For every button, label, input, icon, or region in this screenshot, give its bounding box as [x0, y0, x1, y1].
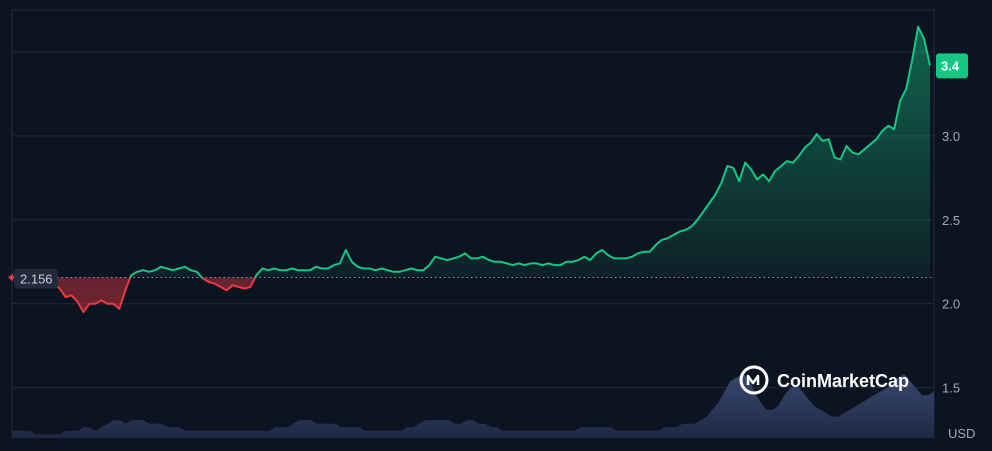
y-tick-label: 3.0 — [942, 129, 960, 144]
coinmarketcap-logo-icon — [739, 365, 769, 395]
baseline-label: 2.156 — [8, 268, 58, 289]
y-axis: 1.5 2.0 2.5 3.0 — [942, 129, 960, 396]
currency-unit: USD — [948, 426, 975, 441]
coinmarketcap-watermark: CoinMarketCap — [739, 365, 909, 395]
y-tick-label: 1.5 — [942, 381, 960, 396]
area-fill-down — [12, 277, 256, 313]
price-area — [12, 26, 930, 313]
baseline-value: 2.156 — [20, 272, 53, 287]
area-fill-up — [12, 26, 930, 278]
volume-area — [12, 374, 934, 438]
watermark-text: CoinMarketCap — [777, 371, 909, 391]
price-line — [11, 25, 931, 314]
series-line-up — [11, 25, 931, 278]
current-price-badge: 3.4 — [936, 53, 968, 79]
current-price-value: 3.4 — [941, 58, 960, 73]
y-tick-label: 2.0 — [942, 297, 960, 312]
volume-histogram — [12, 374, 934, 438]
baseline-marker-icon — [8, 273, 13, 282]
y-tick-label: 2.5 — [942, 213, 960, 228]
